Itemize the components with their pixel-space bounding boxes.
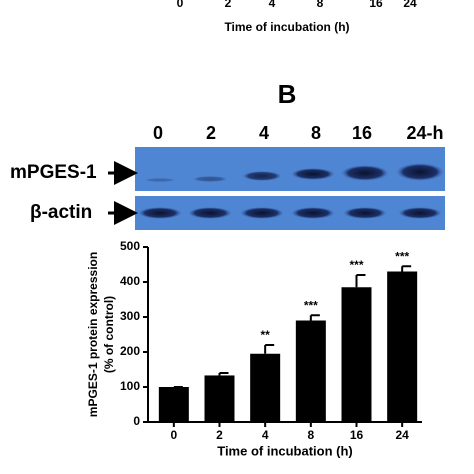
panel-label: B bbox=[278, 79, 297, 109]
significance: *** bbox=[395, 249, 409, 263]
y-tick-label: 100 bbox=[120, 379, 140, 393]
y-tick-label: 200 bbox=[120, 344, 140, 358]
bar bbox=[204, 375, 235, 422]
y-tick-label: 500 bbox=[120, 239, 140, 253]
significance: *** bbox=[349, 258, 363, 272]
bar bbox=[250, 353, 281, 422]
lane-label: 4 bbox=[259, 123, 269, 143]
bar bbox=[387, 271, 418, 422]
x-axis-label: Time of incubation (h) bbox=[217, 443, 353, 458]
x-tick-label: 24 bbox=[395, 428, 409, 442]
lane-label: 24-h bbox=[406, 123, 443, 143]
blot-bands bbox=[138, 163, 444, 219]
x-tick-label: 16 bbox=[350, 428, 364, 442]
x-tick-label: 4 bbox=[262, 428, 269, 442]
y-tick-label: 300 bbox=[120, 309, 140, 323]
lane-label: 0 bbox=[153, 123, 163, 143]
bar bbox=[158, 387, 189, 422]
blot-mpges bbox=[135, 147, 445, 191]
significance: *** bbox=[304, 298, 318, 312]
significance: ** bbox=[260, 328, 270, 342]
panel-a-fragment: 0 2 4 8 16 24 bbox=[177, 0, 417, 10]
y-tick-label: 0 bbox=[133, 414, 140, 428]
panel-a-tick-label: 8 bbox=[317, 0, 324, 10]
x-tick-label: 0 bbox=[170, 428, 177, 442]
panel-a-tick-label: 4 bbox=[269, 0, 276, 10]
y-axis-label: (% of control) bbox=[102, 296, 116, 373]
panel-a-x-label: Time of incubation (h) bbox=[224, 20, 349, 34]
lane-labels: 0 2 4 8 16 24-h bbox=[153, 123, 444, 143]
y-axis-label: mPGES-1 protein expression bbox=[86, 252, 100, 417]
lane-label: 16 bbox=[352, 123, 372, 143]
blot-actin bbox=[135, 196, 445, 230]
x-tick-label: 2 bbox=[216, 428, 223, 442]
bar bbox=[341, 287, 372, 422]
lane-label: 8 bbox=[311, 123, 321, 143]
panel-a-tick-label: 24 bbox=[403, 0, 417, 10]
panel-a-tick-label: 0 bbox=[177, 0, 184, 10]
x-tick-label: 8 bbox=[307, 428, 314, 442]
row-label: mPGES-1 bbox=[10, 162, 97, 183]
y-tick-label: 400 bbox=[120, 274, 140, 288]
bar bbox=[295, 320, 326, 422]
lane-label: 2 bbox=[206, 123, 216, 143]
panel-a-tick-label: 16 bbox=[369, 0, 383, 10]
row-label: β-actin bbox=[30, 202, 92, 223]
panel-a-tick-label: 2 bbox=[225, 0, 232, 10]
